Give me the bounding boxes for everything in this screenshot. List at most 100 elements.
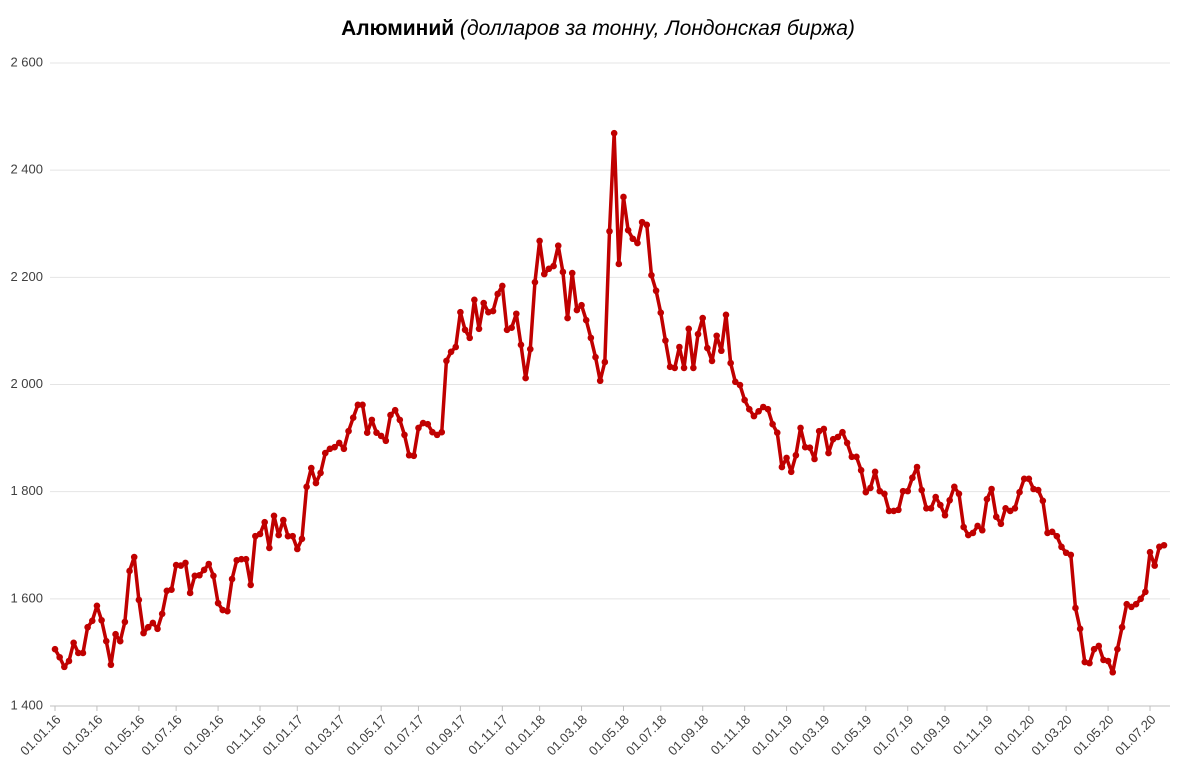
point [587, 334, 595, 342]
point [1114, 645, 1121, 653]
point [1020, 475, 1028, 483]
point [559, 268, 567, 276]
point [969, 529, 977, 537]
point [345, 427, 352, 435]
x-tick-label: 01.03.16 [59, 712, 105, 758]
y-tick-label: 1 400 [10, 697, 43, 712]
point [130, 553, 138, 561]
point [373, 429, 380, 437]
point [610, 129, 618, 137]
point [727, 359, 734, 367]
point [648, 271, 655, 279]
point [447, 348, 455, 356]
point [359, 401, 366, 409]
point [74, 649, 82, 657]
point [690, 364, 697, 372]
point [307, 464, 315, 472]
point [680, 364, 688, 372]
x-tick-label: 01.05.19 [828, 712, 874, 758]
point [1132, 600, 1140, 608]
point [349, 414, 357, 422]
point [778, 463, 786, 471]
point [382, 437, 390, 445]
point [955, 490, 963, 498]
point [200, 566, 208, 574]
point [1151, 562, 1158, 569]
point [303, 483, 310, 491]
point [918, 486, 925, 494]
point [513, 310, 520, 318]
point [1146, 548, 1154, 556]
point [601, 358, 609, 366]
point [722, 311, 730, 319]
point [168, 586, 175, 594]
point [158, 610, 166, 618]
point [704, 344, 711, 352]
point [280, 516, 287, 524]
point [848, 453, 856, 461]
point [867, 484, 874, 492]
x-tick-label: 01.05.16 [101, 712, 147, 758]
point [140, 629, 147, 637]
point [1016, 488, 1023, 496]
point [363, 429, 371, 437]
point [582, 316, 590, 324]
point [913, 463, 921, 471]
point [275, 531, 282, 539]
point [620, 193, 627, 201]
point [820, 425, 828, 433]
point [116, 637, 124, 645]
y-tick-label: 2 600 [10, 54, 43, 69]
point [410, 452, 418, 460]
point [904, 487, 912, 495]
point [773, 429, 781, 437]
point [745, 405, 753, 413]
point [1137, 595, 1145, 603]
point [992, 513, 1000, 521]
point [652, 287, 660, 295]
point [554, 242, 562, 250]
x-tick-label: 01.03.19 [786, 712, 832, 758]
point [452, 343, 460, 351]
point [354, 401, 362, 409]
y-tick-label: 2 400 [10, 162, 43, 177]
point [102, 637, 110, 645]
point [79, 649, 87, 657]
point [1072, 604, 1079, 612]
point [1067, 551, 1075, 559]
point [550, 262, 557, 270]
x-tick-label: 01.03.17 [301, 712, 347, 758]
point [443, 357, 450, 365]
point [261, 518, 268, 526]
point [997, 520, 1005, 528]
point [1118, 623, 1126, 631]
x-tick-label: 01.09.17 [423, 712, 469, 758]
point [909, 474, 916, 482]
point [871, 468, 879, 476]
series-line [53, 131, 1165, 674]
point [98, 616, 105, 624]
x-tick-label: 01.09.18 [665, 712, 711, 758]
point [270, 512, 278, 520]
point [214, 599, 222, 607]
point [634, 239, 641, 247]
point [377, 432, 385, 440]
point [1053, 532, 1061, 540]
point [881, 490, 888, 498]
point [988, 485, 995, 493]
point [107, 661, 115, 669]
point [1034, 486, 1042, 494]
point [517, 341, 525, 349]
point [461, 326, 469, 334]
point [671, 364, 679, 372]
point [694, 330, 702, 338]
point [56, 653, 63, 661]
point [205, 560, 213, 568]
point [578, 301, 585, 309]
point [899, 487, 907, 495]
point [1025, 475, 1033, 483]
point [662, 337, 669, 344]
point [1011, 504, 1019, 512]
point [526, 345, 534, 353]
point [946, 496, 953, 504]
